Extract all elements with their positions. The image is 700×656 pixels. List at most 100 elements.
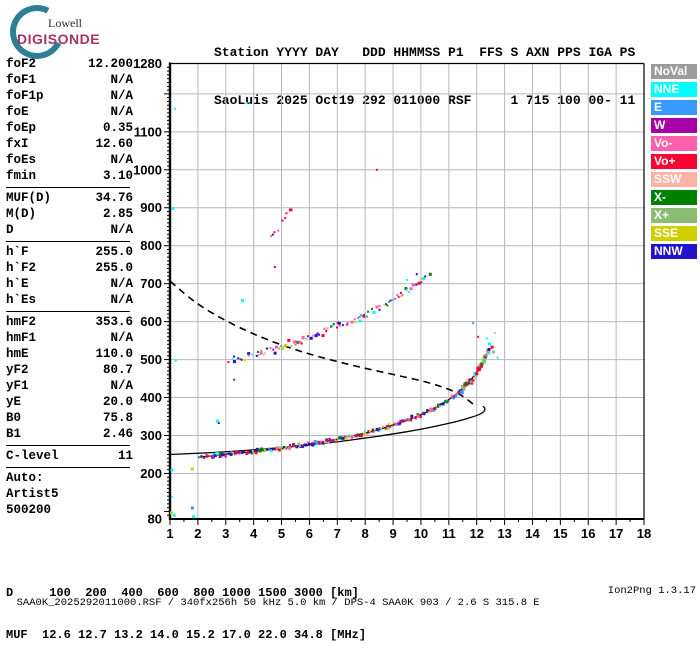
echo-status-legend: NoVal NNE E W Vo- Vo+ SSW X- X+ SSE NNW [651,64,697,262]
svg-text:1280: 1280 [133,56,162,71]
muf-table-muf-row: MUF 12.6 12.7 13.2 14.0 15.2 17.0 22.0 3… [6,628,367,642]
svg-text:700: 700 [140,276,162,291]
parameter-value: N/A [110,293,133,307]
x-axis-labels: 1 2 3 4 5 6 7 8 9 10 11 12 13 14 15 16 17 18 [166,526,651,541]
parameter-label: foF1 [6,73,37,87]
parameter-label: B0 [6,411,22,425]
parameter-label: yF1 [6,379,29,393]
parameter-row: hmF1 N/A [6,330,133,346]
svg-text:15: 15 [553,526,567,541]
parameter-value: 2.85 [102,207,133,221]
parameter-label: M(D) [6,207,37,221]
parameter-value: N/A [110,277,133,291]
legend-item-x: X+ [651,208,697,223]
noise-dots [169,102,499,519]
parameter-value: 255.0 [95,261,133,275]
parameter-value: 20.0 [102,395,133,409]
parameter-label: D [6,223,14,237]
parameter-row: B1 2.46 [6,426,133,442]
legend-item-x: X- [651,190,697,205]
parameter-label: yF2 [6,363,29,377]
plot-frame [168,62,645,520]
svg-text:14: 14 [525,526,540,541]
parameter-value: 75.8 [102,411,133,425]
true-height-profile [169,405,486,456]
svg-text:10: 10 [414,526,428,541]
parameter-label: h`E [6,277,29,291]
digisonde-ionogram-screen: { "logo": {"lowell": "Lowell", "digisond… [2,0,697,642]
svg-text:6: 6 [306,526,313,541]
parameter-value: N/A [110,379,133,393]
legend-item-e: E [651,100,697,115]
legend-item-ssw: SSW [651,172,697,187]
axis-ticks [164,66,645,525]
logo-lowell-text: Lowell [48,16,82,30]
parameter-row: B0 75.8 [6,410,133,426]
parameter-row: foE N/A [6,104,133,120]
parameter-row: M(D) 2.85 [6,206,133,222]
status-filename-text: SAA0K_2025292011000.RSF / 340fx256h 50 k… [16,597,540,609]
muf-transmission-curve [169,280,476,407]
svg-text:800: 800 [140,238,162,253]
svg-text:2: 2 [194,526,201,541]
parameter-row: yF2 80.7 [6,362,133,378]
parameter-label: foF1p [6,89,44,103]
svg-text:200: 200 [140,466,162,481]
parameter-label: h`F2 [6,261,37,275]
second-hop-trace [227,272,432,364]
parameter-label: B1 [6,427,22,441]
svg-text:12: 12 [469,526,483,541]
autoscaling-info-line: Artist5 [6,487,59,501]
parameter-value: 0.35 [102,121,133,135]
parameter-label: hmE [6,347,29,361]
parameter-value: 11 [117,449,133,463]
svg-text:3: 3 [222,526,229,541]
parameter-label: hmF1 [6,331,37,345]
parameter-row: foF1p N/A [6,88,133,104]
svg-text:300: 300 [140,428,162,443]
svg-text:900: 900 [140,200,162,215]
svg-text:7: 7 [334,526,341,541]
svg-text:8: 8 [362,526,369,541]
parameter-row: hmE 110.0 [6,346,133,362]
status-bar: SAA0K_2025292011000.RSF / 340fx256h 50 k… [4,585,696,621]
logo-digisonde-text: DIGISONDE [17,31,101,47]
svg-text:500: 500 [140,352,162,367]
parameter-label: foE [6,105,29,119]
parameter-row: yE 20.0 [6,394,133,410]
parameter-value: 255.0 [95,245,133,259]
parameter-row: foEs N/A [6,152,133,168]
parameter-value: N/A [110,153,133,167]
svg-text:11: 11 [442,526,456,541]
legend-item-noval: NoVal [651,64,697,79]
parameter-label: fxI [6,137,29,151]
parameter-label: foEs [6,153,37,167]
svg-text:17: 17 [609,526,623,541]
legend-item-vo: Vo+ [651,154,697,169]
parameter-value: 3.10 [102,169,133,183]
svg-text:16: 16 [581,526,595,541]
svg-text:5: 5 [278,526,285,541]
parameter-row: h`F 255.0 [6,244,133,260]
grid [170,63,644,519]
svg-text:1: 1 [166,526,173,541]
parameter-row: h`Es N/A [6,292,133,308]
parameter-label: foEp [6,121,37,135]
parameter-row: h`F2 255.0 [6,260,133,276]
parameter-value: N/A [110,89,133,103]
parameter-value: 34.76 [95,191,133,205]
station-header: Station YYYY DAY DDD HHMMSS P1 FFS S AXN… [214,13,635,125]
parameter-value: 353.6 [95,315,133,329]
legend-item-nne: NNE [651,82,697,97]
parameter-value: 110.0 [95,347,133,361]
autoscaling-info-line: Auto: [6,471,44,485]
parameter-row: yF1 N/A [6,378,133,394]
parameter-row: fmin 3.10 [6,168,133,184]
parameter-label: MUF(D) [6,191,52,205]
svg-text:600: 600 [140,314,162,329]
ionogram-plot: 1 2 3 4 5 6 7 8 9 10 11 12 13 14 15 16 17 181280110010009… [133,56,651,541]
parameter-row: MUF(D) 34.76 [6,190,133,206]
parameter-label: fmin [6,169,37,183]
legend-item-nnw: NNW [651,244,697,259]
program-version-text: Ion2Png 1.3.17 [607,585,696,597]
